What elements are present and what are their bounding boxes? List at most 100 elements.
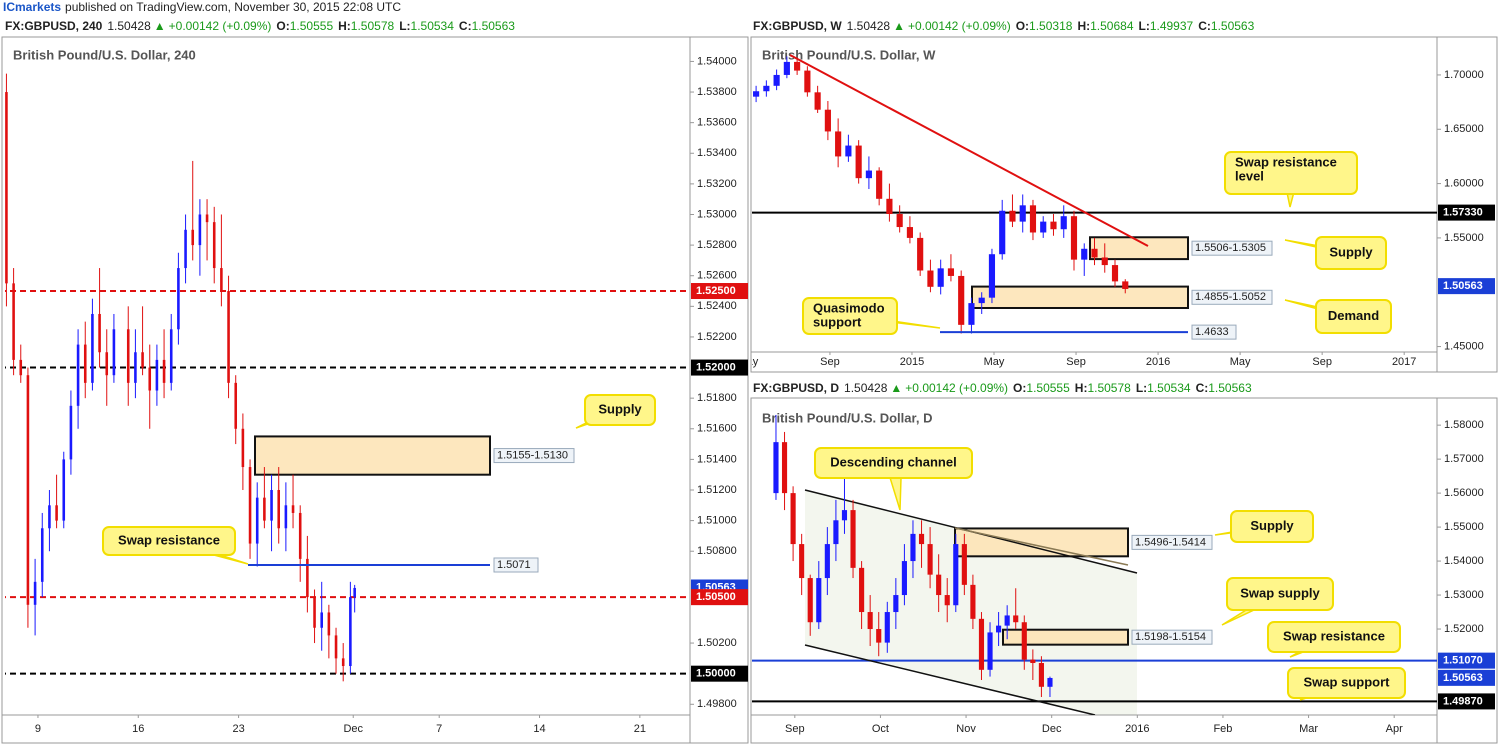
- candle-body: [155, 359, 159, 391]
- candle-body: [1030, 659, 1036, 664]
- candle-body: [978, 297, 985, 304]
- candle-body: [987, 632, 993, 670]
- y-tick-label: 1.52400: [697, 300, 737, 312]
- candle-body: [961, 544, 967, 585]
- y-tick-label: 1.54000: [697, 55, 737, 67]
- callout-text: Swap resistance: [1235, 154, 1337, 169]
- y-tick-label: 1.53000: [1444, 589, 1484, 601]
- callout-text: Quasimodo: [813, 300, 885, 315]
- candle-body: [953, 544, 959, 606]
- callout-box: [814, 447, 973, 479]
- ohlc-value: 1.50563: [472, 19, 516, 33]
- candle-body: [184, 229, 187, 269]
- candle-body: [126, 329, 130, 383]
- ohlc-value: 1.50563: [1208, 381, 1252, 395]
- candle-body: [1009, 210, 1016, 222]
- y-tick-label: 1.50200: [697, 637, 737, 649]
- zone: [254, 435, 491, 476]
- candle-body: [1047, 677, 1053, 687]
- x-tick-label: Feb: [1213, 723, 1232, 735]
- ohlc-value: 1.49937: [1150, 19, 1194, 33]
- candle-body: [48, 505, 51, 529]
- last-price: 1.50428: [847, 19, 891, 33]
- ohlc-value: 1.50578: [1087, 381, 1131, 395]
- x-tick-label: 2017: [1392, 356, 1416, 368]
- panel-border: [750, 36, 1498, 373]
- candle-body: [298, 512, 302, 559]
- candle-body: [804, 70, 811, 93]
- quote-header: FX:GBPUSD, D 1.50428 ▲ +0.00142 (+0.09%) O:1…: [753, 381, 1252, 395]
- candle-body: [850, 510, 856, 568]
- price-label: 1.57330: [1443, 207, 1483, 219]
- candle-body: [55, 505, 58, 521]
- candle-body: [753, 91, 760, 97]
- callout-box: [802, 297, 898, 335]
- price-label-box: [691, 665, 748, 682]
- candle-body: [901, 561, 907, 596]
- line-label: 1.4633: [1195, 326, 1229, 338]
- price-label-box: [1438, 652, 1495, 669]
- candle-body: [988, 254, 996, 298]
- y-tick-label: 1.55000: [1444, 232, 1484, 244]
- line-label-box: [493, 557, 539, 573]
- chart-title: British Pound/U.S. Dollar, W: [762, 47, 936, 62]
- author: ICmarkets: [3, 0, 61, 14]
- y-tick-label: 1.52200: [697, 331, 737, 343]
- price-label-box: [1438, 693, 1495, 710]
- candle-body: [835, 131, 842, 157]
- candle-body: [1013, 615, 1019, 623]
- y-tick-label: 1.60000: [1444, 177, 1484, 189]
- candle-body: [62, 459, 66, 521]
- callout-text: Descending channel: [830, 454, 956, 469]
- callout-box: [1315, 236, 1387, 270]
- y-tick-label: 1.57000: [1444, 453, 1484, 465]
- last-price: 1.50428: [107, 19, 151, 33]
- price-label: 1.49870: [1443, 695, 1483, 707]
- x-tick-label: 2016: [1125, 723, 1149, 735]
- y-tick-label: 1.49800: [697, 698, 737, 710]
- candle-body: [1050, 221, 1057, 230]
- x-tick-label: Apr: [1386, 723, 1403, 735]
- candle-body: [212, 222, 216, 269]
- y-tick-label: 1.45000: [1444, 340, 1484, 352]
- ohlc-label: L:: [1139, 19, 1150, 33]
- price-label: 1.50563: [1443, 280, 1483, 292]
- candle-body: [1122, 281, 1129, 289]
- candle-body: [927, 270, 934, 287]
- callout-text: Supply: [1250, 518, 1294, 533]
- candle-body: [859, 567, 865, 613]
- price-label: 1.51070: [1443, 655, 1483, 667]
- candle-body: [1004, 615, 1010, 626]
- candle-body: [807, 578, 813, 623]
- candle-body: [198, 214, 202, 246]
- ohlc-label: L:: [399, 19, 410, 33]
- y-tick-label: 1.53000: [697, 208, 737, 220]
- candle-body: [313, 597, 316, 628]
- candle-body: [1029, 205, 1037, 233]
- callout-box: [1315, 299, 1392, 334]
- ohlc-value: 1.50578: [351, 19, 395, 33]
- ohlc-value: 1.50534: [1147, 381, 1191, 395]
- candle-body: [69, 405, 73, 460]
- candle-body: [349, 597, 352, 667]
- candle-body: [234, 382, 238, 429]
- price-label-box: [691, 359, 748, 376]
- candle-body: [918, 533, 925, 545]
- candle-body: [910, 533, 916, 562]
- y-tick-label: 1.65000: [1444, 123, 1484, 135]
- candle-body: [970, 584, 976, 619]
- x-tick-label: 21: [634, 723, 646, 735]
- callout-text: support: [813, 314, 862, 329]
- candle-body: [1070, 216, 1078, 260]
- symbol: FX:GBPUSD, D: [753, 381, 839, 395]
- publisher: ICmarkets published on TradingView.com, N…: [3, 0, 401, 14]
- y-tick-label: 1.50800: [697, 545, 737, 557]
- candle-body: [76, 344, 80, 406]
- zone: [1089, 236, 1189, 261]
- candle-body: [306, 558, 309, 598]
- candle-body: [1060, 216, 1067, 230]
- quote-header: FX:GBPUSD, W 1.50428 ▲ +0.00142 (+0.09%) O:1…: [753, 19, 1255, 33]
- candle-body: [855, 145, 862, 179]
- candle-body: [999, 210, 1006, 255]
